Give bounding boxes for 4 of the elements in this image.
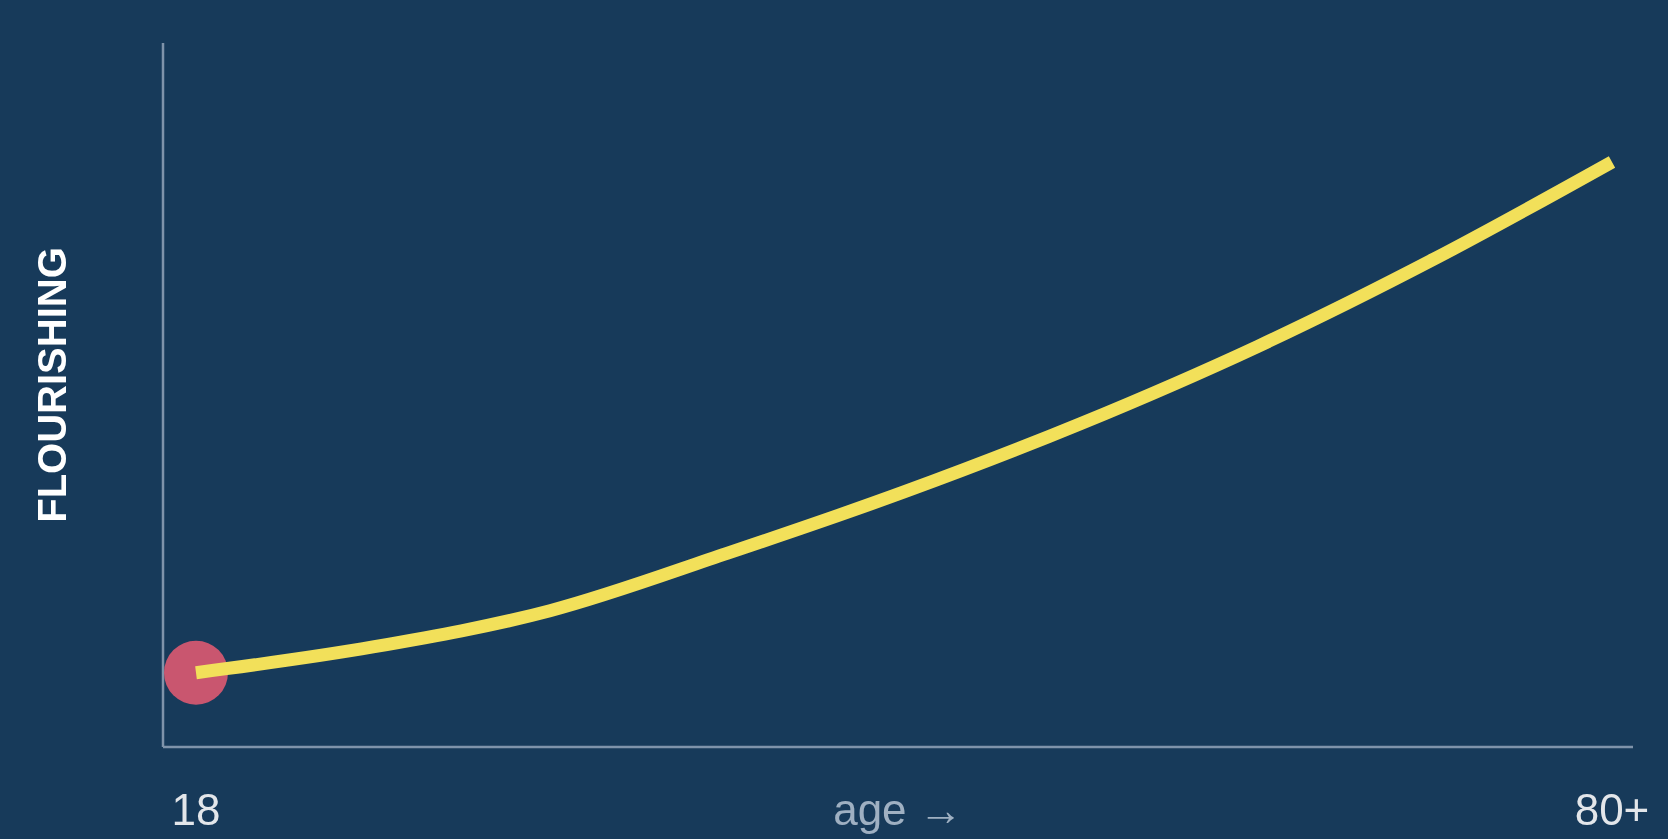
- x-axis-title: age →: [833, 785, 963, 834]
- x-tick-label: 18: [171, 785, 221, 834]
- y-axis-title: FLOURISHING: [30, 247, 74, 523]
- x-tick-label: 80+: [1574, 785, 1650, 834]
